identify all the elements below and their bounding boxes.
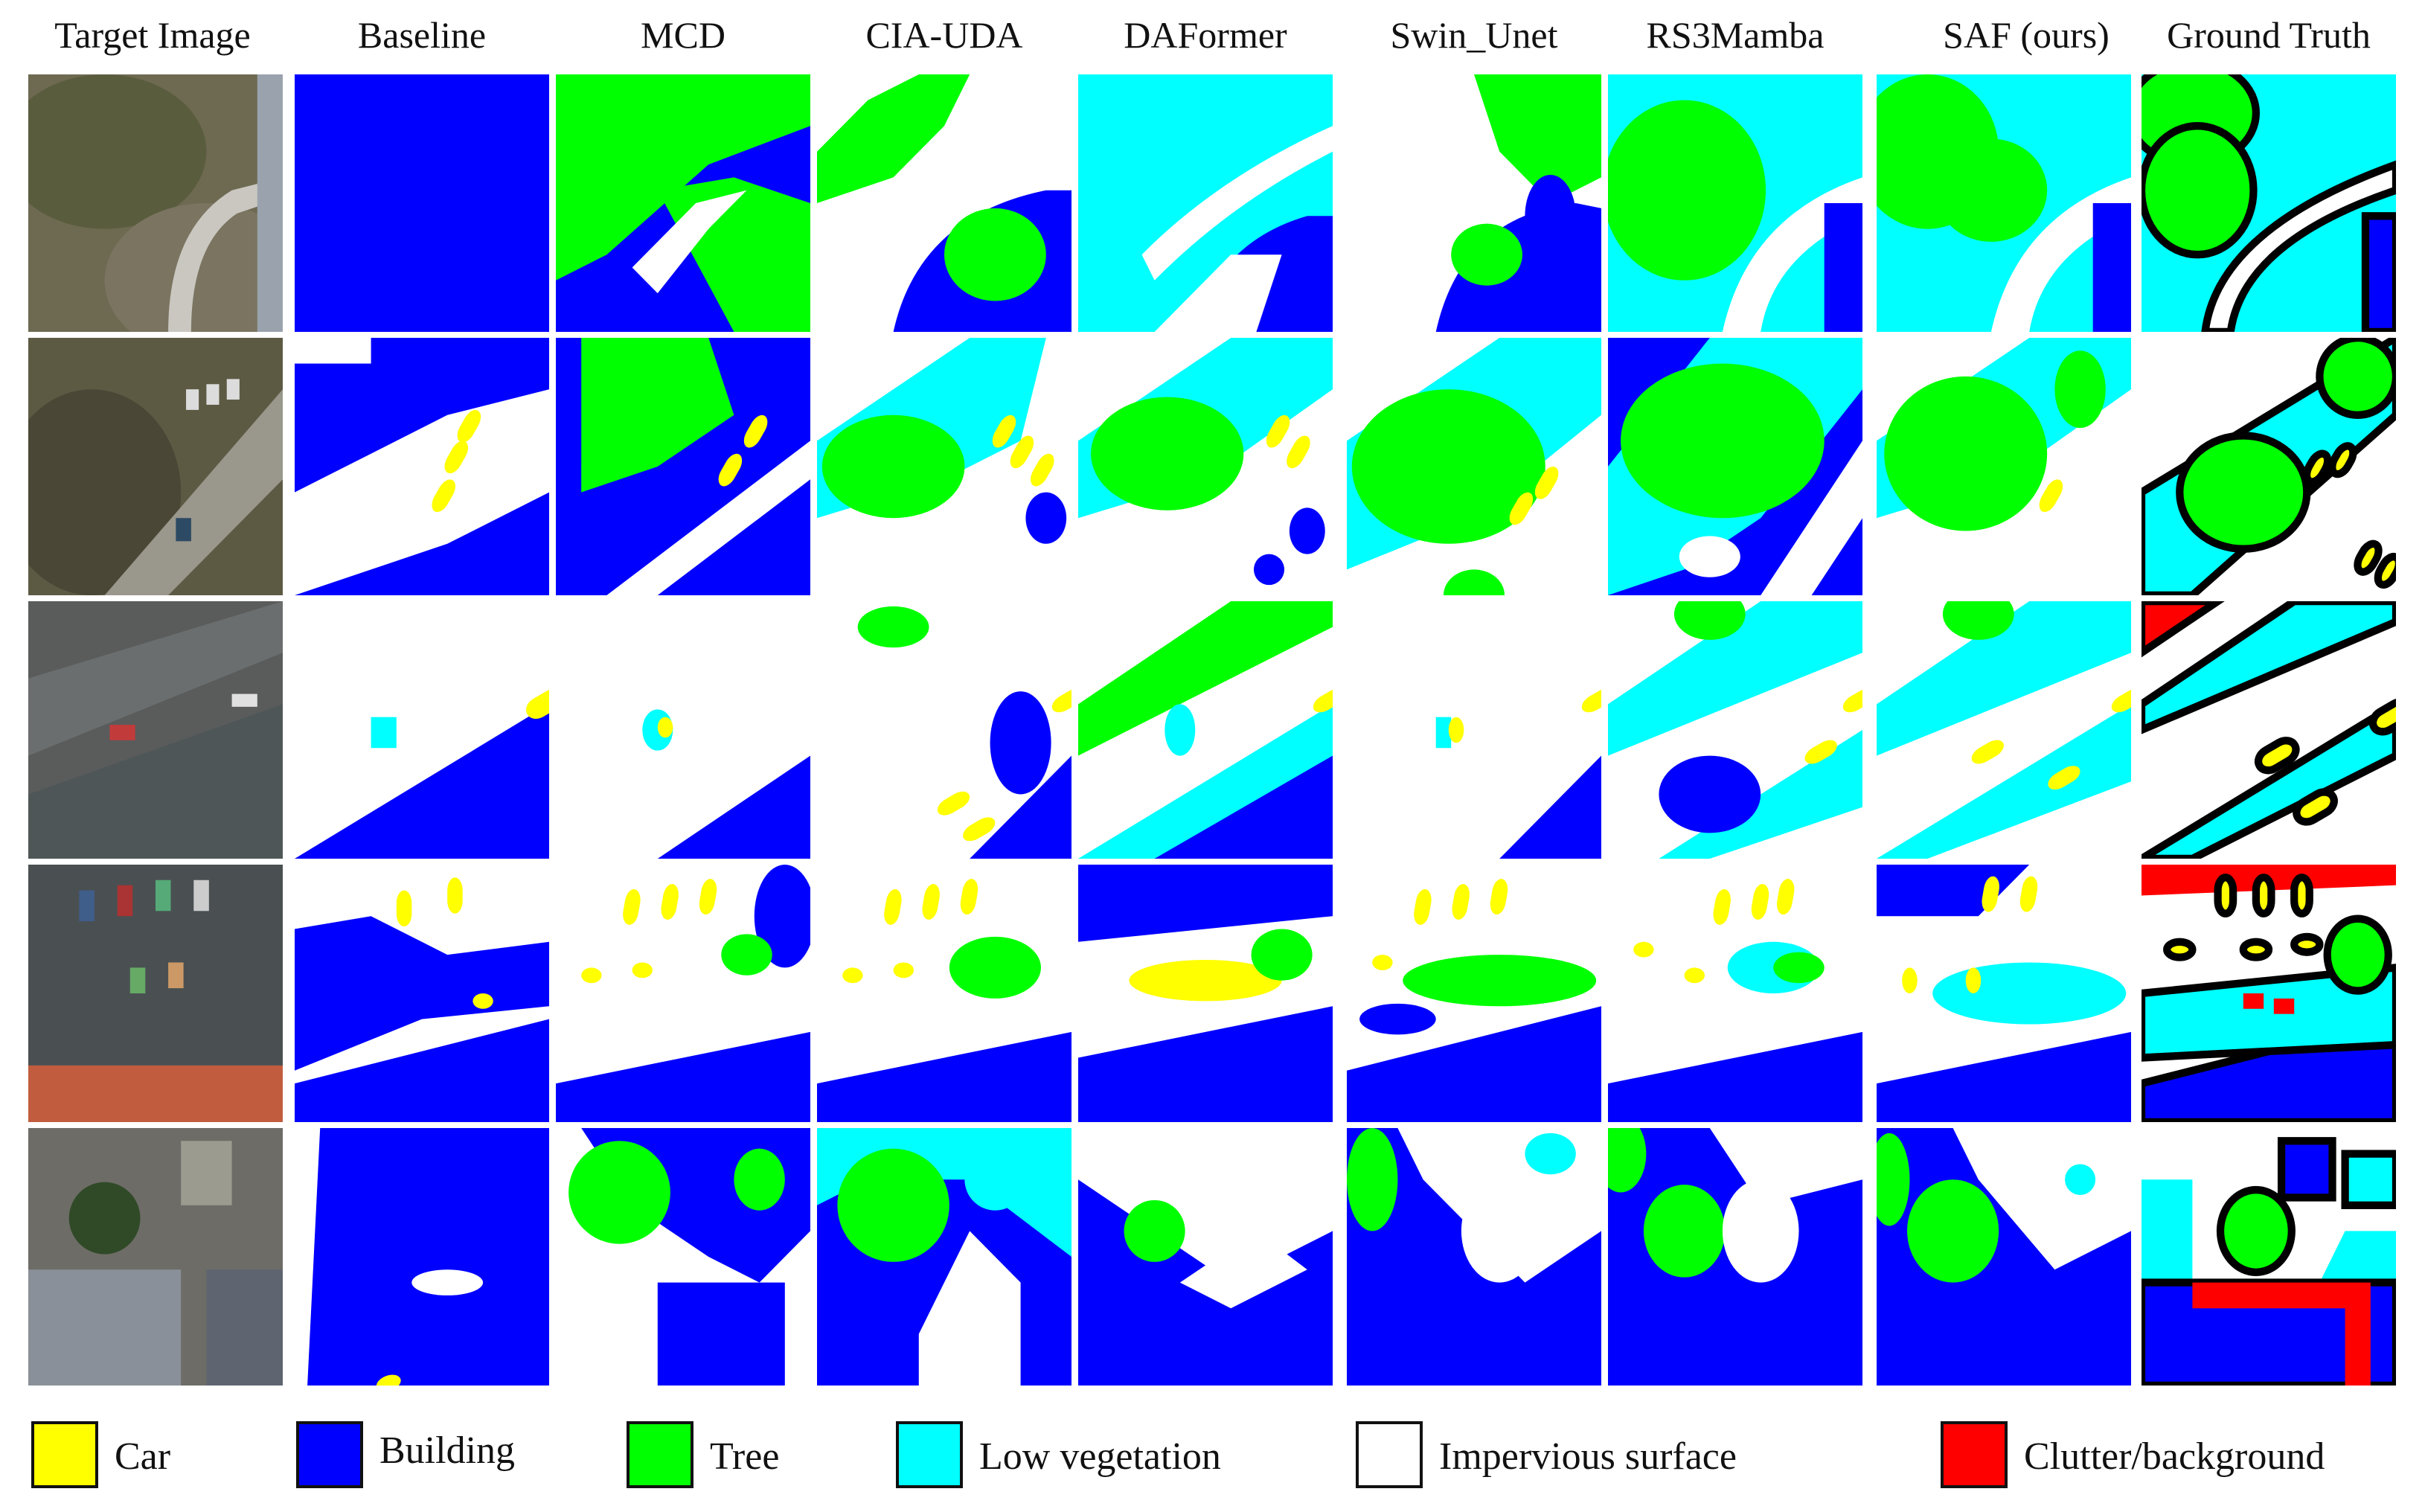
segmentation-map-rs3-3	[1608, 601, 1862, 859]
segmentation-map-saf-2	[1877, 338, 2131, 595]
clutter-swatch	[1941, 1421, 2008, 1488]
segmentation-map-rs3-4	[1608, 865, 1862, 1122]
segmentation-map-daformer-5	[1078, 1128, 1333, 1386]
segmentation-map-baseline-2	[295, 338, 549, 595]
segmentation-map-swin-2	[1347, 338, 1601, 595]
target-image-4	[28, 865, 283, 1122]
legend-label-low-vegetation: Low vegetation	[979, 1435, 1221, 1478]
segmentation-map-saf-1	[1877, 74, 2131, 332]
building-swatch	[296, 1421, 363, 1488]
segmentation-map-mcd-3	[556, 601, 810, 859]
segmentation-map-cia-4	[817, 865, 1071, 1122]
column-header-mcd: MCD	[641, 14, 725, 56]
segmentation-map-swin-1	[1347, 74, 1601, 332]
segmentation-map-rs3-5	[1608, 1128, 1862, 1386]
segmentation-map-saf-5	[1877, 1128, 2131, 1386]
column-header-rs3mamba: RS3Mamba	[1646, 14, 1825, 56]
segmentation-map-mcd-5	[556, 1128, 810, 1386]
segmentation-map-cia-1	[817, 74, 1071, 332]
column-header-cia-uda: CIA-UDA	[865, 14, 1023, 56]
segmentation-map-baseline-3	[295, 601, 549, 859]
column-header-swin-unet: Swin_Unet	[1390, 14, 1558, 56]
segmentation-map-gt-1	[2142, 74, 2396, 332]
column-header-ground-truth: Ground Truth	[2167, 14, 2371, 56]
segmentation-map-daformer-3	[1078, 601, 1333, 859]
segmentation-map-swin-5	[1347, 1128, 1601, 1386]
segmentation-map-baseline-1	[295, 74, 549, 332]
column-header-baseline: Baseline	[357, 14, 487, 56]
segmentation-map-gt-5	[2142, 1128, 2396, 1386]
target-image-3	[28, 601, 283, 859]
segmentation-map-gt-2	[2142, 338, 2396, 595]
impervious-surface-swatch	[1356, 1421, 1423, 1488]
segmentation-map-daformer-4	[1078, 865, 1333, 1122]
segmentation-map-saf-3	[1877, 601, 2131, 859]
segmentation-map-swin-3	[1347, 601, 1601, 859]
legend-label-building: Building	[379, 1429, 516, 1472]
column-header-saf: SAF (ours)	[1943, 14, 2110, 56]
segmentation-map-swin-4	[1347, 865, 1601, 1122]
segmentation-map-rs3-1	[1608, 74, 1862, 332]
legend-label-car: Car	[115, 1435, 171, 1478]
low-vegetation-swatch	[896, 1421, 963, 1488]
segmentation-map-cia-3	[817, 601, 1071, 859]
target-image-1	[28, 74, 283, 332]
column-header-daformer: DAFormer	[1124, 14, 1287, 56]
legend-label-impervious-surface: Impervious surface	[1439, 1435, 1737, 1478]
segmentation-map-mcd-2	[556, 338, 810, 595]
legend-label-clutter: Clutter/background	[2024, 1435, 2325, 1478]
segmentation-map-baseline-4	[295, 865, 549, 1122]
segmentation-map-cia-2	[817, 338, 1071, 595]
segmentation-map-daformer-2	[1078, 338, 1333, 595]
tree-swatch	[627, 1421, 693, 1488]
segmentation-map-cia-5	[817, 1128, 1071, 1386]
segmentation-map-rs3-2	[1608, 338, 1862, 595]
target-image-5	[28, 1128, 283, 1386]
car-swatch	[31, 1421, 98, 1488]
segmentation-map-gt-4	[2142, 865, 2396, 1122]
target-image-2	[28, 338, 283, 595]
segmentation-map-gt-3	[2142, 601, 2396, 859]
segmentation-map-mcd-1	[556, 74, 810, 332]
column-header-target: Target Image	[54, 14, 251, 56]
segmentation-map-baseline-5	[295, 1128, 549, 1386]
segmentation-map-daformer-1	[1078, 74, 1333, 332]
legend-label-tree: Tree	[710, 1435, 780, 1478]
segmentation-map-saf-4	[1877, 865, 2131, 1122]
segmentation-map-mcd-4	[556, 865, 810, 1122]
